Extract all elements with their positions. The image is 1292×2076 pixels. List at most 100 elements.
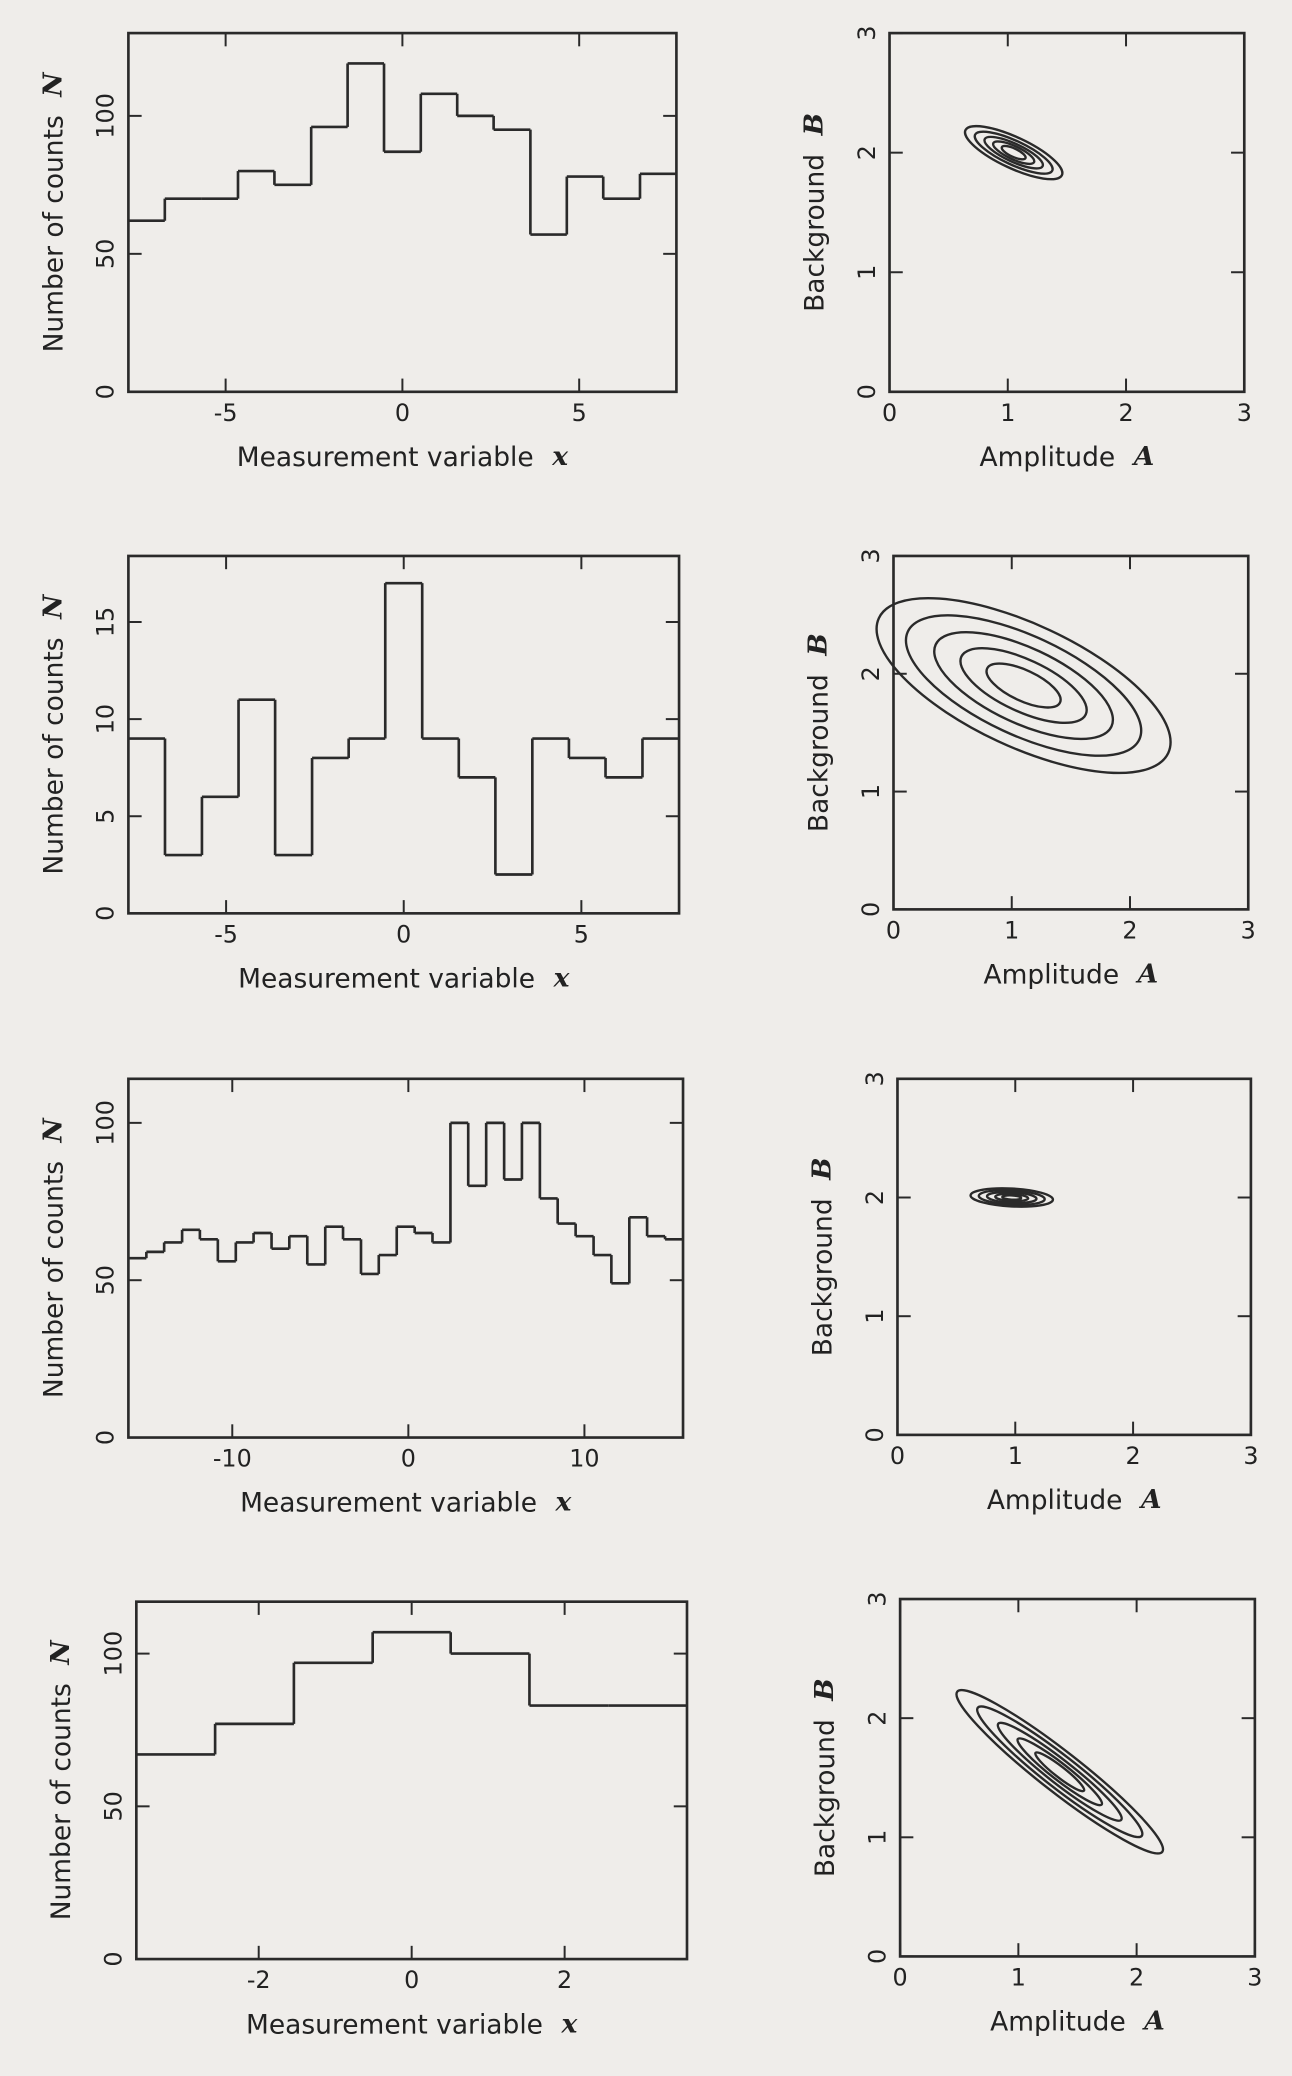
x-axis-symbol: x (553, 963, 571, 994)
y-tick-label: 15 (92, 607, 120, 637)
contour-level (973, 130, 1054, 175)
y-axis-label-text: Background (803, 674, 834, 832)
contour-level (994, 1192, 1030, 1203)
y-tick-label: 3 (861, 1071, 889, 1086)
y-axis-symbol: N (37, 1116, 68, 1143)
x-axis-symbol: A (1135, 959, 1159, 990)
y-tick-label: 0 (100, 1951, 128, 1966)
y-axis-label: Number of counts N (37, 1116, 68, 1398)
x-tick-label: 2 (1129, 1963, 1144, 1991)
contour-level (991, 140, 1036, 166)
y-tick-label: 100 (92, 93, 120, 138)
y-tick-label: 0 (853, 384, 881, 399)
y-axis-label-text: Number of counts (38, 115, 69, 352)
x-tick-label: 10 (569, 1445, 599, 1473)
x-axis-label: Measurement variable x (246, 2008, 578, 2039)
y-axis-symbol: B (806, 1157, 837, 1180)
x-axis-label: Measurement variable x (240, 1487, 572, 1519)
y-tick-label: 0 (92, 384, 120, 399)
x-tick-label: -2 (247, 1966, 271, 1994)
x-axis-symbol: A (1138, 1484, 1162, 1515)
contour-level (985, 662, 1062, 709)
y-tick-label: 100 (92, 1100, 120, 1145)
y-axis-label-text: Number of counts (38, 637, 69, 874)
y-axis-label-text: Background (807, 1198, 838, 1356)
x-tick-label: 0 (890, 1442, 905, 1470)
contour-level (985, 1190, 1038, 1205)
contour-level (955, 1688, 1165, 1855)
x-axis-label-text: Amplitude (984, 959, 1120, 990)
y-axis-label: Background B (806, 1157, 837, 1356)
contour-level (1034, 1751, 1086, 1793)
plot-frame (888, 31, 1246, 394)
x-tick-label: 3 (1241, 916, 1256, 944)
y-axis-symbol: B (798, 113, 829, 136)
contour-level (996, 1721, 1123, 1822)
x-tick-label: -5 (214, 399, 238, 427)
y-axis-label-text: Number of counts (46, 1683, 77, 1920)
y-tick-label: 1 (853, 265, 881, 280)
x-axis-label-text: Measurement variable (238, 963, 535, 994)
y-tick-label: 1 (857, 784, 885, 799)
x-axis-label: Amplitude A (984, 959, 1159, 991)
y-axis-label: Number of counts N (37, 71, 69, 353)
y-axis-label: Background B (802, 633, 834, 832)
contour-level (1001, 1194, 1023, 1201)
y-axis-symbol: N (45, 1639, 76, 1666)
y-tick-label: 0 (857, 902, 885, 917)
x-axis-label-text: Measurement variable (246, 2009, 543, 2040)
y-axis-symbol: N (37, 71, 68, 98)
x-tick-label: 3 (1247, 1963, 1262, 1991)
x-tick-label: 1 (1008, 1442, 1023, 1470)
x-tick-label: 3 (1243, 1442, 1258, 1470)
x-tick-label: 2 (1126, 1442, 1141, 1470)
x-axis-symbol: x (551, 441, 569, 472)
x-axis-label-text: Measurement variable (237, 442, 534, 473)
y-tick-label: 2 (861, 1190, 889, 1205)
y-tick-label: 0 (861, 1427, 889, 1442)
x-axis-label: Amplitude A (990, 2006, 1165, 2038)
x-axis-label: Amplitude A (980, 441, 1155, 473)
y-tick-label: 50 (92, 1265, 120, 1295)
contour-level (904, 614, 1143, 757)
y-tick-label: 5 (92, 809, 120, 824)
x-tick-label: 0 (893, 1963, 908, 1991)
y-tick-label: 0 (92, 906, 120, 921)
y-axis-label-text: Background (809, 1719, 840, 1877)
y-axis-symbol: N (37, 593, 68, 620)
plot-frame (898, 1597, 1257, 1958)
y-tick-label: 3 (853, 26, 881, 41)
y-tick-label: 50 (100, 1791, 128, 1821)
y-tick-label: 3 (857, 548, 885, 563)
y-tick-label: 2 (853, 145, 881, 160)
x-axis-label-text: Amplitude (990, 2006, 1126, 2037)
y-axis-label: Number of counts N (37, 593, 68, 875)
contour-level (977, 1188, 1046, 1207)
x-axis-label: Amplitude A (987, 1484, 1162, 1515)
x-tick-label: 5 (572, 399, 587, 427)
x-tick-label: 2 (1118, 399, 1133, 427)
x-tick-label: 1 (1011, 1963, 1026, 1991)
y-tick-label: 100 (100, 1631, 128, 1676)
y-tick-label: 0 (92, 1430, 120, 1445)
x-tick-label: 0 (396, 920, 411, 948)
x-tick-label: 2 (1122, 916, 1137, 944)
y-axis-symbol: B (809, 1678, 840, 1701)
plot-frame (896, 1077, 1253, 1437)
x-axis-label-text: Amplitude (980, 442, 1116, 473)
x-tick-label: 0 (886, 916, 901, 944)
x-axis-symbol: x (555, 1487, 573, 1518)
y-axis-symbol: B (802, 633, 833, 656)
contour-level (933, 630, 1115, 741)
x-axis-label-text: Measurement variable (240, 1487, 537, 1518)
contour-level (875, 596, 1172, 775)
y-tick-label: 2 (857, 666, 885, 681)
x-tick-label: -5 (214, 920, 238, 948)
y-tick-label: 1 (863, 1830, 891, 1845)
y-tick-label: 3 (863, 1591, 891, 1606)
x-tick-label: 0 (395, 399, 410, 427)
y-axis-label-text: Number of counts (38, 1161, 69, 1398)
